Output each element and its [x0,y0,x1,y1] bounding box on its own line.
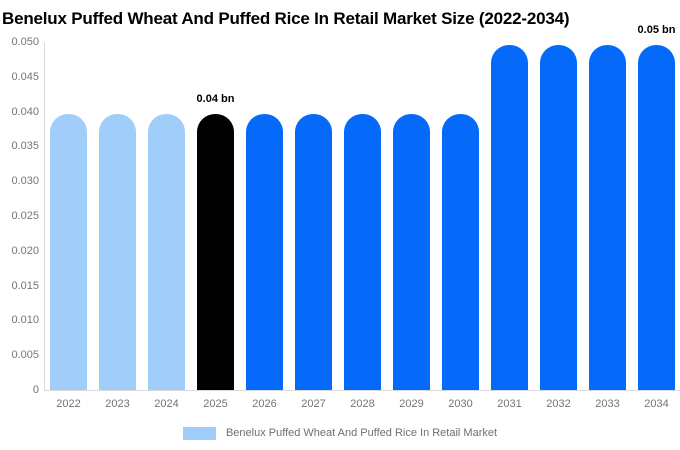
chart-title: Benelux Puffed Wheat And Puffed Rice In … [2,9,570,28]
x-axis-line [44,390,680,391]
bar-2022[interactable] [50,113,87,390]
y-axis-line [44,42,45,390]
x-tick-2026: 2026 [252,398,277,410]
legend-swatch [182,426,216,440]
y-tick-0.030: 0.030 [11,175,39,188]
legend-item[interactable]: Benelux Puffed Wheat And Puffed Rice In … [0,424,680,442]
bar-2031[interactable] [491,44,528,390]
y-tick-0.005: 0.005 [11,349,39,362]
bar-2027[interactable] [295,113,332,390]
data-label-2034: 0.05 bn [637,23,676,36]
y-tick-0.010: 0.010 [11,314,39,327]
x-tick-2027: 2027 [301,398,326,410]
bar-2029[interactable] [393,113,430,390]
y-axis-labels: 0.050 0.045 0.040 0.035 0.030 0.025 0.020 0.015… [0,0,39,450]
bar-2030[interactable] [442,113,479,390]
y-tick-0.040: 0.040 [11,105,39,118]
x-tick-2034: 2034 [644,398,669,410]
bar-2034[interactable] [638,44,675,390]
x-tick-2031: 2031 [497,398,522,410]
x-tick-2029: 2029 [399,398,424,410]
bar-2025[interactable] [197,113,234,390]
x-tick-2030: 2030 [448,398,473,410]
bar-2032[interactable] [540,44,577,390]
y-tick-0: 0 [32,384,39,396]
x-tick-2033: 2033 [595,398,620,410]
y-tick-0.045: 0.045 [11,70,39,83]
bar-2026[interactable] [246,113,283,390]
bar-2033[interactable] [589,44,626,390]
y-tick-0.050: 0.050 [11,36,39,48]
bar-2028[interactable] [344,113,381,390]
x-tick-2023: 2023 [105,398,130,410]
plot-area: 0.04 bn 0.05 bn [44,24,680,390]
bar-2024[interactable] [148,113,185,390]
legend-label: Benelux Puffed Wheat And Puffed Rice In … [225,427,498,439]
x-tick-2025: 2025 [203,398,228,410]
bar-2023[interactable] [99,113,136,390]
y-tick-0.025: 0.025 [11,210,39,222]
y-tick-0.035: 0.035 [11,140,39,153]
x-tick-2032: 2032 [546,398,571,410]
y-tick-0.020: 0.020 [11,244,39,257]
x-tick-2022: 2022 [56,398,81,410]
y-tick-0.015: 0.015 [11,279,39,292]
x-tick-2024: 2024 [154,398,179,410]
x-tick-2028: 2028 [350,398,375,410]
x-axis-labels: 2022 2023 2024 2025 2026 2027 2028 2029 2030 2031… [44,398,680,414]
data-label-2025: 0.04 bn [196,92,235,105]
